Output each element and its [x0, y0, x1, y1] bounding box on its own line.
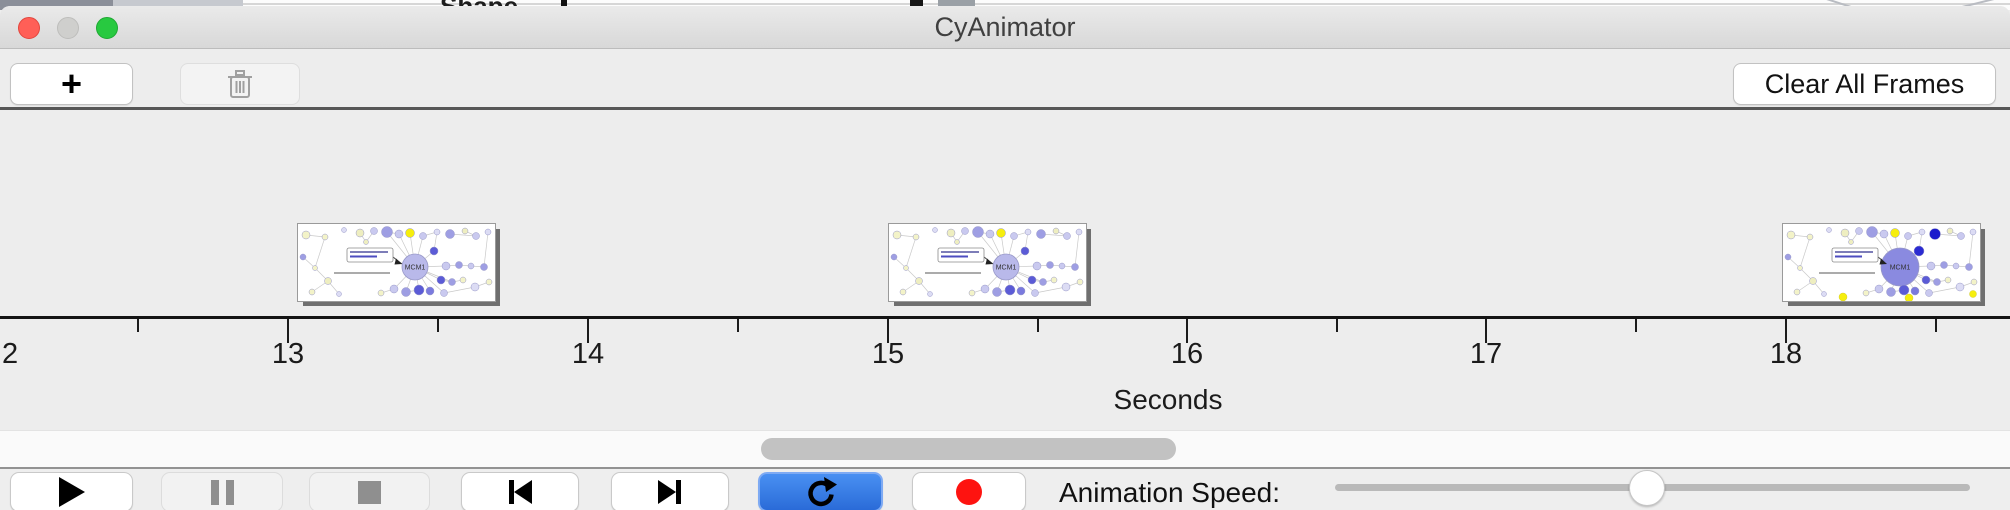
- axis-major-tick: [287, 319, 289, 343]
- network-preview: MCM1: [890, 226, 1084, 297]
- trash-icon: [228, 70, 252, 98]
- axis-minor-tick: [437, 319, 439, 332]
- zoom-button[interactable]: [96, 17, 118, 39]
- background-partial-label: Shape: [440, 0, 518, 10]
- timeline-axis: [0, 316, 2010, 319]
- axis-minor-tick: [137, 319, 139, 332]
- add-frame-button[interactable]: +: [10, 63, 133, 105]
- loop-button[interactable]: [758, 472, 883, 510]
- skip-to-start-icon: [509, 480, 532, 504]
- svg-text:MCM1: MCM1: [996, 265, 1017, 272]
- frame-toolbar: + Clear All Frames: [0, 49, 2010, 107]
- axis-tick-label: 17: [1469, 338, 1503, 370]
- network-preview: MCM1: [299, 226, 493, 297]
- timeline-scrollbar-thumb[interactable]: [761, 438, 1176, 460]
- svg-text:MCM1: MCM1: [405, 265, 426, 272]
- animation-speed-slider-thumb[interactable]: [1629, 470, 1665, 506]
- axis-major-tick: [887, 319, 889, 343]
- axis-tick-label: 13: [271, 338, 305, 370]
- axis-minor-tick: [1935, 319, 1937, 332]
- stop-button[interactable]: [309, 472, 430, 510]
- bottombar-divider: [0, 467, 2010, 469]
- toolbar-divider: [0, 107, 2010, 110]
- record-button[interactable]: [912, 472, 1026, 510]
- axis-major-tick: [1485, 319, 1487, 343]
- axis-tick-label: 2: [2, 338, 19, 370]
- axis-tick-label: 18: [1769, 338, 1803, 370]
- minimize-button[interactable]: [57, 17, 79, 39]
- timeline-panel[interactable]: MCM1 MCM1 MCM1 2 13 14 15 16 17 18 Seconds: [0, 110, 2010, 468]
- background-dark-block: [0, 0, 113, 10]
- axis-minor-tick: [737, 319, 739, 332]
- background-scrollbar-fragment: [938, 0, 975, 6]
- axis-tick-label: 16: [1170, 338, 1204, 370]
- frame-thumbnail[interactable]: MCM1: [297, 223, 496, 302]
- background-mid-block: [113, 0, 243, 10]
- next-frame-button[interactable]: [611, 472, 729, 510]
- axis-minor-tick: [1635, 319, 1637, 332]
- timeline-scrollbar-track[interactable]: [0, 430, 2010, 468]
- svg-text:MCM1: MCM1: [1890, 265, 1911, 272]
- play-button[interactable]: [10, 472, 133, 510]
- background-window-edge: [243, 3, 2010, 5]
- background-mark-icon: [561, 0, 567, 10]
- axis-major-tick: [1785, 319, 1787, 343]
- record-icon: [956, 479, 982, 505]
- pause-icon: [210, 479, 234, 505]
- stop-icon: [358, 480, 381, 504]
- axis-major-tick: [1186, 319, 1188, 343]
- axis-minor-tick: [1336, 319, 1338, 332]
- previous-frame-button[interactable]: [461, 472, 579, 510]
- frame-thumbnail[interactable]: MCM1: [888, 223, 1087, 302]
- pause-button[interactable]: [161, 472, 283, 510]
- animation-speed-slider-track[interactable]: [1335, 470, 1970, 506]
- play-icon: [58, 477, 85, 507]
- network-preview: MCM1: [1784, 226, 1978, 303]
- playback-bar: Animation Speed:: [0, 469, 2010, 510]
- delete-frame-button[interactable]: [180, 63, 300, 105]
- skip-to-end-icon: [658, 480, 681, 504]
- clear-all-frames-button[interactable]: Clear All Frames: [1733, 63, 1996, 105]
- animation-speed-label: Animation Speed:: [1059, 477, 1281, 508]
- axis-title: Seconds: [1113, 384, 1223, 415]
- background-mark-icon: [910, 0, 923, 8]
- title-bar[interactable]: CyAnimator: [0, 6, 2010, 49]
- axis-major-tick: [587, 319, 589, 343]
- plus-icon: +: [60, 63, 83, 104]
- window-title: CyAnimator: [934, 12, 1076, 42]
- axis-tick-label: 14: [571, 338, 605, 370]
- frame-thumbnail[interactable]: MCM1: [1782, 223, 1981, 303]
- background-window-strip: Shape: [0, 0, 2010, 10]
- axis-minor-tick: [1037, 319, 1039, 332]
- axis-tick-label: 15: [871, 338, 905, 370]
- close-button[interactable]: [18, 17, 40, 39]
- loop-icon: [807, 477, 837, 507]
